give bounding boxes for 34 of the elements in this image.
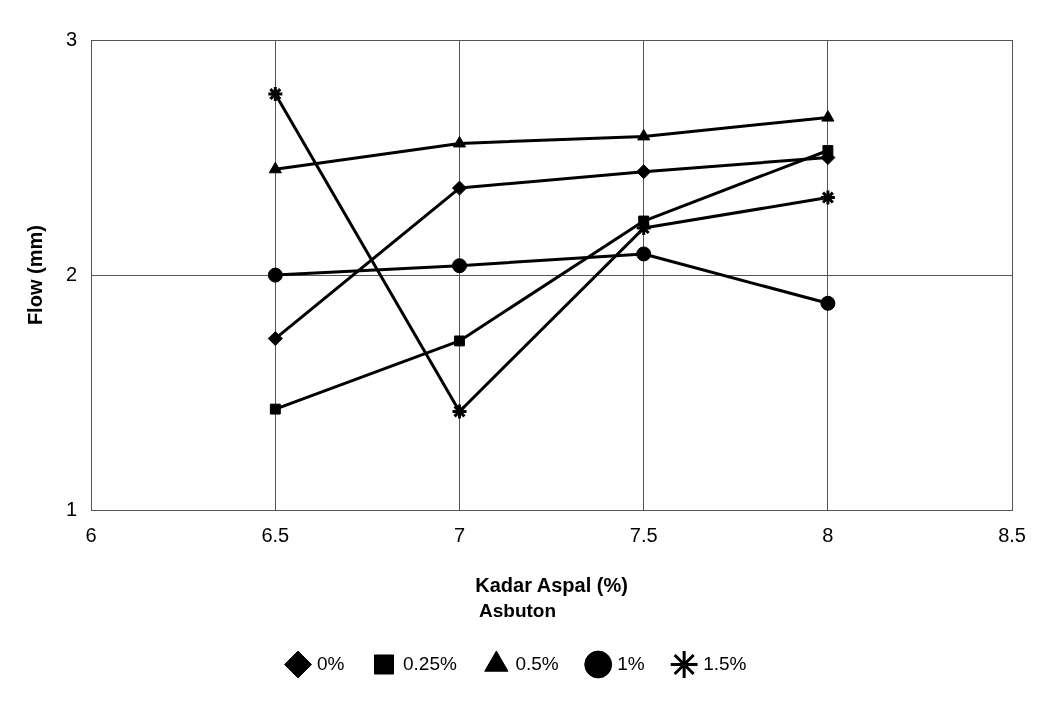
x-tick-label: 6.5	[261, 523, 290, 546]
legend-label: 1%	[617, 652, 645, 674]
point	[637, 128, 651, 141]
x-tick-label: 8.5	[998, 523, 1026, 546]
x-tick-label: 6	[85, 523, 97, 546]
point	[268, 161, 282, 174]
legend-label: 1.5%	[703, 652, 747, 674]
point	[452, 135, 467, 148]
legend-label: 0.25%	[403, 652, 457, 674]
x-axis-title: Kadar Aspal (%)	[475, 573, 628, 596]
point	[269, 403, 281, 415]
legend-label: 0.5%	[515, 652, 559, 674]
point	[638, 215, 650, 227]
x-tick-label: 7	[453, 523, 466, 546]
point	[821, 110, 835, 122]
point	[266, 85, 284, 103]
point	[820, 295, 836, 311]
y-tick-label: 1	[66, 497, 78, 520]
point	[451, 402, 469, 420]
point	[452, 258, 468, 274]
point	[636, 164, 652, 180]
y-tick-label: 3	[66, 27, 78, 50]
x-tick-label: 7.5	[629, 523, 658, 546]
legend-label: 0%	[317, 652, 345, 674]
legend-title: Asbuton	[478, 599, 557, 621]
point	[267, 267, 283, 283]
point	[454, 335, 465, 347]
y-axis-title: Flow (mm)	[23, 225, 46, 326]
point	[452, 180, 468, 196]
point	[267, 331, 283, 347]
x-tick-label: 8	[822, 523, 834, 546]
point	[636, 246, 652, 262]
y-tick-label: 2	[66, 262, 78, 285]
point	[819, 189, 837, 207]
